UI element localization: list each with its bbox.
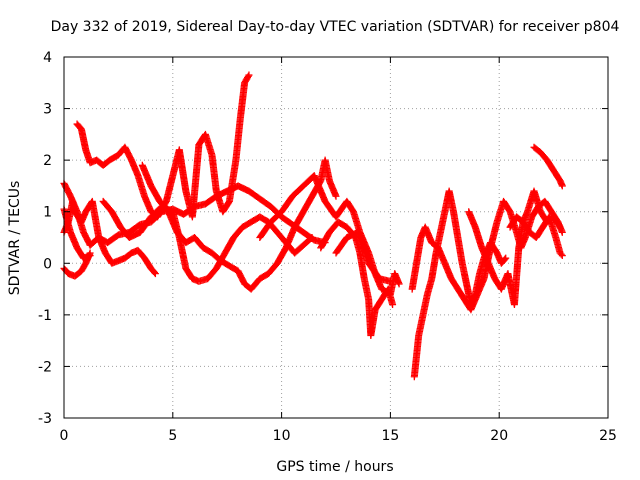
series-track-h [256,172,403,298]
x-tick-label: 15 [381,428,399,444]
data-points [60,71,566,381]
chart-title: Day 332 of 2019, Sidereal Day-to-day VTE… [51,19,620,35]
data-point [245,71,253,79]
data-point [556,223,564,231]
data-point [501,255,509,263]
series-track-k [410,187,510,381]
data-point [86,252,94,260]
y-tick-label: -2 [38,359,52,375]
data-point [151,270,159,278]
x-tick-label: 10 [273,428,291,444]
data-point [389,301,397,309]
series-track-e [60,205,94,262]
y-tick-label: 1 [43,205,52,221]
plot-frame [63,56,609,419]
series-track-m [465,187,564,309]
series-track-i [317,218,397,339]
series-track-n [530,143,566,190]
y-tick-label: 4 [43,50,52,66]
data-point [332,192,340,200]
data-point [557,250,565,258]
data-point [558,228,566,236]
y-tick-label: -3 [38,411,52,427]
data-point [386,277,394,285]
y-tick-label: -1 [38,308,52,324]
data-point [307,234,315,242]
series-track-b [73,71,253,221]
grid-lines [64,57,608,418]
data-point [558,182,566,190]
data-point [555,222,563,230]
y-tick-label: 3 [43,102,52,118]
y-tick-label: 2 [43,153,52,169]
data-point [308,234,316,241]
x-tick-label: 0 [60,428,69,444]
series-track-o [506,213,566,260]
x-tick-label: 5 [168,428,177,444]
data-point [395,280,403,288]
data-point [558,252,566,260]
data-point [502,254,510,262]
series-track-d [60,249,94,280]
series-track-j [332,228,394,285]
data-point [244,72,252,80]
y-tick-label: 0 [43,256,52,272]
data-point [151,269,159,277]
y-axis-label: SDTVAR / TECUs [7,181,23,296]
axis-ticks: 0 5 10 15 20 25 -3 -2 -1 0 1 2 3 4 [38,50,617,444]
series-track-g [138,156,340,293]
x-axis-label: GPS time / hours [276,459,393,475]
x-tick-label: 25 [599,428,617,444]
x-tick-label: 20 [490,428,508,444]
